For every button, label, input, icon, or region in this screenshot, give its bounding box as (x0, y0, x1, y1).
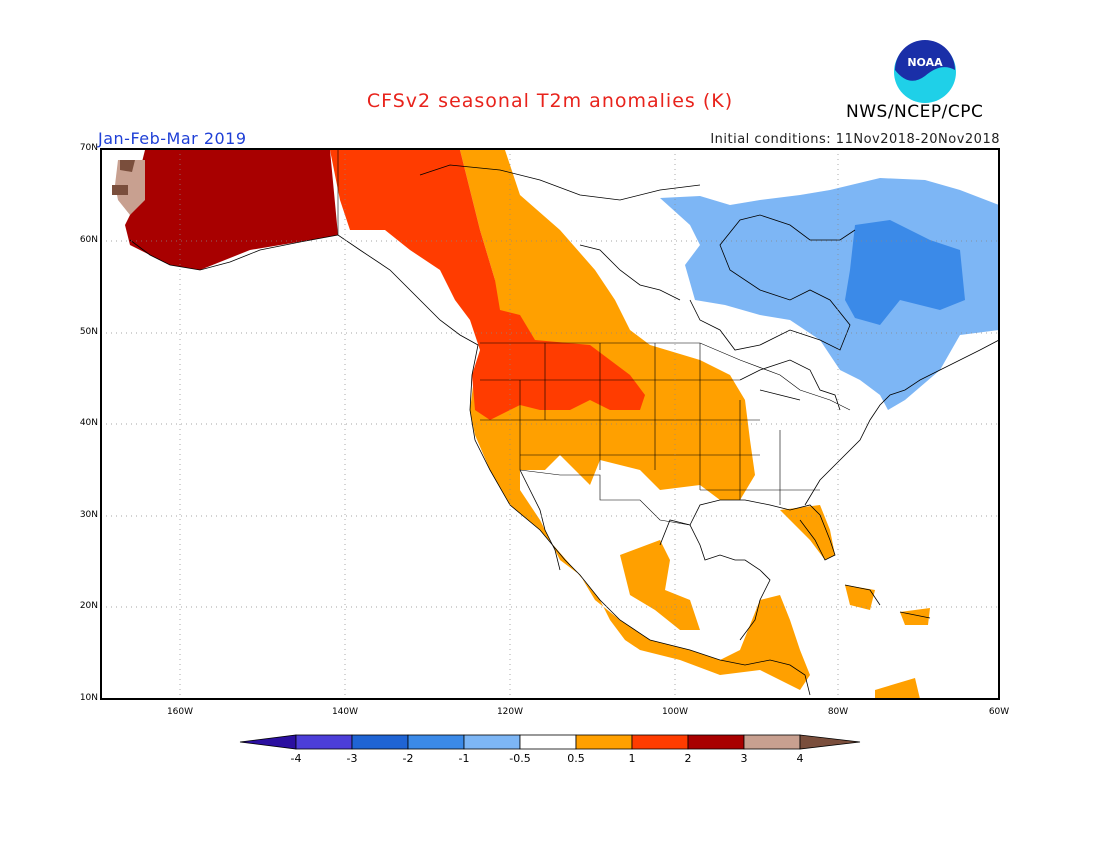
noaa-logo: NOAA (894, 40, 956, 103)
colorbar (239, 734, 861, 750)
region-caribbean-warm (845, 585, 930, 699)
colorbar-arrow-right (799, 734, 861, 750)
logo-text: NOAA (907, 56, 943, 69)
region-west-canada-hot (330, 150, 645, 420)
colorbar-bin (687, 734, 745, 750)
lat-label: 40N (79, 418, 98, 428)
colorbar-label: -0.5 (509, 752, 531, 765)
region-mexico-warm (620, 540, 700, 630)
region-alaska-hot (125, 150, 338, 270)
colorbar-label: -4 (290, 752, 302, 765)
lat-label: 10N (79, 693, 98, 703)
colorbar-bin (519, 734, 577, 750)
lon-label: 80W (827, 707, 849, 717)
lon-label: 60W (988, 707, 1010, 717)
region-alaska-extreme (115, 160, 145, 215)
colorbar-label: 2 (684, 752, 692, 765)
colorbar-label: 3 (740, 752, 748, 765)
lat-label: 70N (79, 143, 98, 153)
chart-title: CFSv2 seasonal T2m anomalies (K) (366, 90, 734, 112)
lon-label: 140W (331, 707, 359, 717)
region-alaska-peak (112, 160, 135, 195)
initial-conditions: Initial conditions: 11Nov2018-20Nov2018 (710, 132, 1000, 147)
colorbar-label: -2 (402, 752, 414, 765)
region-quebec-cool (845, 220, 965, 325)
colorbar-arrow-left (239, 734, 297, 750)
lat-label: 20N (79, 601, 98, 611)
colorbar-bin (351, 734, 409, 750)
colorbar-bin (407, 734, 465, 750)
colorbar-label: 1 (628, 752, 636, 765)
colorbar-label: -3 (346, 752, 358, 765)
colorbar-bin (631, 734, 689, 750)
agency-label: NWS/NCEP/CPC (846, 102, 984, 122)
lon-label: 120W (496, 707, 524, 717)
lat-label: 60N (79, 235, 98, 245)
colorbar-label: 0.5 (567, 752, 585, 765)
colorbar-label: -1 (458, 752, 470, 765)
colorbar-bin (463, 734, 521, 750)
colorbar-bin (743, 734, 801, 750)
lon-label: 100W (661, 707, 689, 717)
map-frame (100, 148, 1000, 700)
colorbar-bin (575, 734, 633, 750)
season-label: Jan-Feb-Mar 2019 (98, 129, 247, 148)
colorbar-label: 4 (796, 752, 804, 765)
colorbar-bin (295, 734, 353, 750)
lat-label: 50N (79, 327, 98, 337)
lat-label: 30N (79, 510, 98, 520)
lon-label: 160W (166, 707, 194, 717)
